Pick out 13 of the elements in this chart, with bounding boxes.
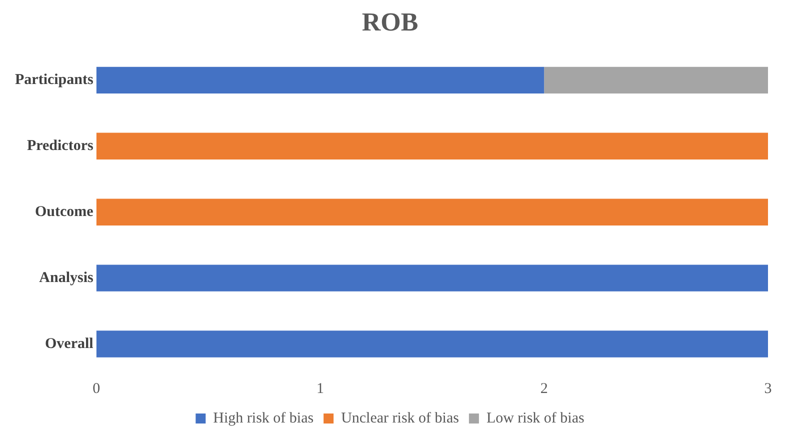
y-tick-label: Analysis: [39, 270, 94, 286]
legend-label: High risk of bias: [213, 410, 314, 426]
y-tick-label: Outcome: [34, 204, 94, 220]
x-tick-label: 1: [316, 380, 324, 397]
y-tick-label: Predictors: [26, 138, 94, 154]
x-tick-label: 3: [764, 380, 772, 397]
y-tick-label: Overall: [44, 336, 94, 352]
x-tick-label: 0: [92, 380, 100, 397]
legend-label: Unclear risk of bias: [341, 410, 460, 426]
chart-title: ROB: [362, 7, 418, 36]
x-tick-label: 2: [540, 380, 548, 397]
legend-label: Low risk of bias: [486, 410, 585, 426]
y-tick-label: Participants: [14, 72, 94, 88]
